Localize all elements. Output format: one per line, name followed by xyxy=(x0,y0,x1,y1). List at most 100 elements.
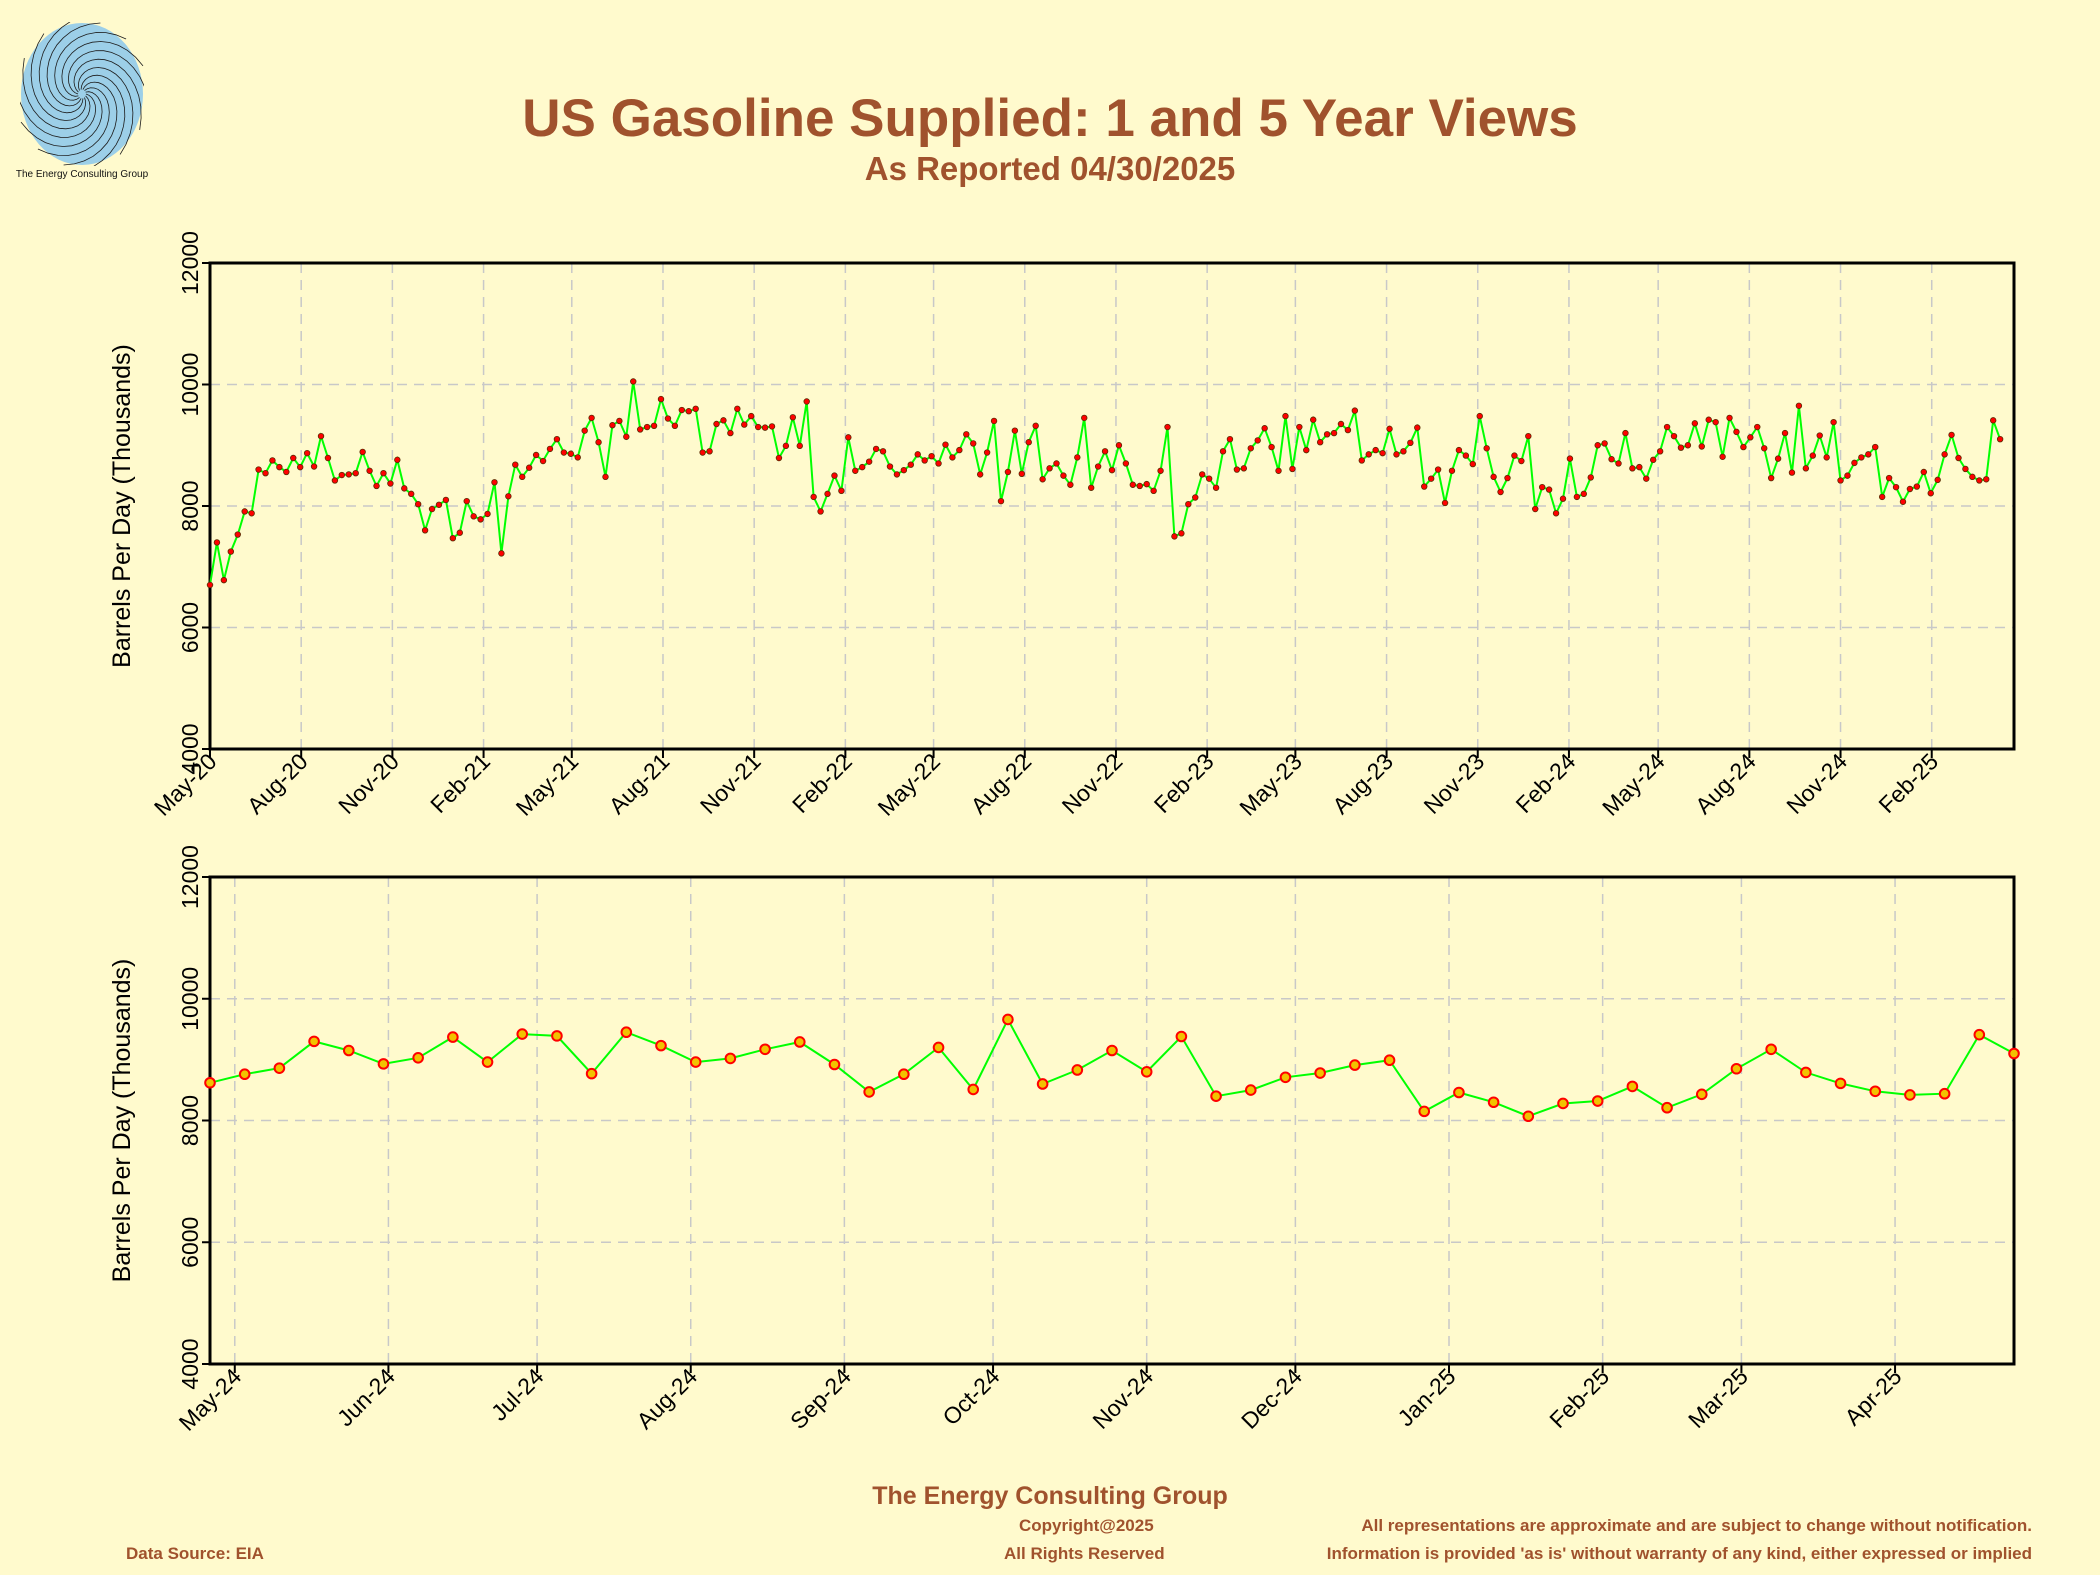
data-point xyxy=(456,529,463,536)
data-point xyxy=(706,448,713,455)
data-point xyxy=(1532,505,1539,513)
data-point xyxy=(1101,448,1109,455)
data-point xyxy=(1175,1030,1188,1043)
data-point xyxy=(525,464,533,471)
data-point xyxy=(734,405,741,412)
data-point xyxy=(1622,429,1629,437)
data-point xyxy=(956,446,963,454)
data-point xyxy=(1948,431,1955,439)
data-point xyxy=(1164,423,1171,431)
data-point xyxy=(1275,467,1282,474)
data-point xyxy=(1747,434,1754,441)
data-point xyxy=(928,452,935,460)
data-point xyxy=(1705,416,1712,423)
chart-subtitle: As Reported 04/30/2025 xyxy=(864,150,1236,187)
data-point xyxy=(678,406,686,414)
x-tick-label: Jun-24 xyxy=(332,1363,400,1431)
data-point xyxy=(1310,416,1317,423)
data-point xyxy=(967,1083,980,1096)
x-tick-label: May-23 xyxy=(1234,748,1307,821)
data-point xyxy=(863,1086,875,1098)
footer-disclaimer-2: Information is provided 'as is' without … xyxy=(1326,1544,2032,1563)
data-point xyxy=(377,1058,390,1070)
data-point xyxy=(414,500,422,508)
x-tick-label: Feb-23 xyxy=(1149,748,1219,818)
x-tick-label: Aug-24 xyxy=(631,1363,702,1434)
x-tick-label: Sep-24 xyxy=(785,1363,856,1434)
data-point xyxy=(657,395,665,403)
data-point xyxy=(1476,412,1483,420)
data-point xyxy=(616,417,623,425)
company-logo: The Energy Consulting Group xyxy=(14,20,150,180)
data-point xyxy=(623,433,630,440)
data-point xyxy=(1358,457,1365,464)
data-point xyxy=(1233,466,1241,473)
data-point xyxy=(1754,423,1761,431)
data-point xyxy=(1400,448,1407,455)
data-point xyxy=(380,469,387,477)
data-point xyxy=(699,449,706,456)
x-tick-label: Jul-24 xyxy=(486,1363,549,1426)
data-point xyxy=(2008,1047,2020,1060)
data-point xyxy=(1504,474,1511,482)
data-point xyxy=(1670,432,1678,440)
data-point xyxy=(241,508,248,515)
data-point xyxy=(1081,414,1088,422)
data-point xyxy=(1143,480,1150,488)
y-tick-label: 8000 xyxy=(177,1095,203,1146)
data-point xyxy=(1039,476,1046,483)
data-point xyxy=(1767,474,1775,482)
footer-disclaimer-1: All representations are approximate and … xyxy=(1361,1516,2032,1535)
data-point xyxy=(408,490,415,498)
data-point xyxy=(1002,1013,1014,1026)
data-point xyxy=(1418,1105,1431,1118)
data-point xyxy=(1761,445,1768,452)
data-point xyxy=(1434,466,1442,473)
data-point xyxy=(551,1030,563,1042)
data-point xyxy=(1497,488,1504,496)
data-point xyxy=(481,1056,494,1068)
data-point xyxy=(470,513,477,520)
x-tick-label: Feb-25 xyxy=(1544,1363,1614,1433)
data-point xyxy=(1858,454,1865,461)
data-point xyxy=(1557,1097,1569,1110)
data-point xyxy=(1511,452,1518,459)
footer-copyright: Copyright@2025 xyxy=(1019,1516,1154,1535)
data-point xyxy=(1800,1066,1812,1079)
data-point xyxy=(775,454,783,462)
data-point xyxy=(1323,431,1331,438)
data-point xyxy=(1108,466,1116,474)
data-point xyxy=(1816,432,1823,439)
data-point xyxy=(1379,449,1386,457)
data-point xyxy=(1136,482,1143,490)
data-point xyxy=(602,473,609,481)
data-point xyxy=(498,550,505,557)
data-point xyxy=(1106,1044,1118,1057)
data-point xyxy=(1261,425,1268,432)
data-point xyxy=(553,435,561,443)
data-point xyxy=(1587,474,1594,481)
data-point xyxy=(1969,473,1976,481)
x-tick-label: Dec-24 xyxy=(1236,1363,1307,1434)
data-point xyxy=(595,439,602,446)
data-point xyxy=(324,454,332,462)
data-point xyxy=(273,1062,286,1074)
data-point xyxy=(331,477,339,484)
data-point xyxy=(886,463,894,470)
data-point xyxy=(893,471,901,478)
data-point xyxy=(727,429,734,437)
data-point xyxy=(1453,1086,1465,1099)
footer-rights: All Rights Reserved xyxy=(1004,1544,1165,1563)
data-point xyxy=(1865,451,1872,458)
data-point xyxy=(1268,443,1275,451)
data-point xyxy=(898,1068,910,1081)
x-tick-label: Mar-25 xyxy=(1683,1363,1753,1433)
data-point xyxy=(609,422,616,429)
data-point xyxy=(1036,1078,1049,1090)
data-point xyxy=(1913,483,1921,490)
data-point xyxy=(1032,422,1039,430)
data-point xyxy=(1525,432,1532,440)
data-point xyxy=(1677,444,1685,451)
y-tick-label: 6000 xyxy=(177,1217,203,1268)
